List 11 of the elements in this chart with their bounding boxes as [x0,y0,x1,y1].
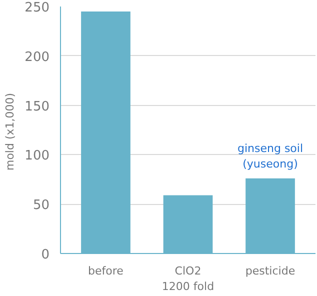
x-tick-label: before [88,264,124,278]
y-tick-label: 150 [24,99,50,114]
annotation: ginseng soil (yuseong) [237,142,304,170]
y-tick-label: 200 [24,50,50,65]
x-tick-label: ClO2 1200 fold [162,264,214,294]
y-axis-title: mold (x1,000) [4,92,17,171]
y-tick-label: 0 [41,248,50,262]
y-tick-label: 50 [32,198,50,214]
y-tick-label: 100 [24,148,50,164]
x-tick-label: pesticide [245,264,296,278]
y-tick-label: 250 [24,0,50,16]
